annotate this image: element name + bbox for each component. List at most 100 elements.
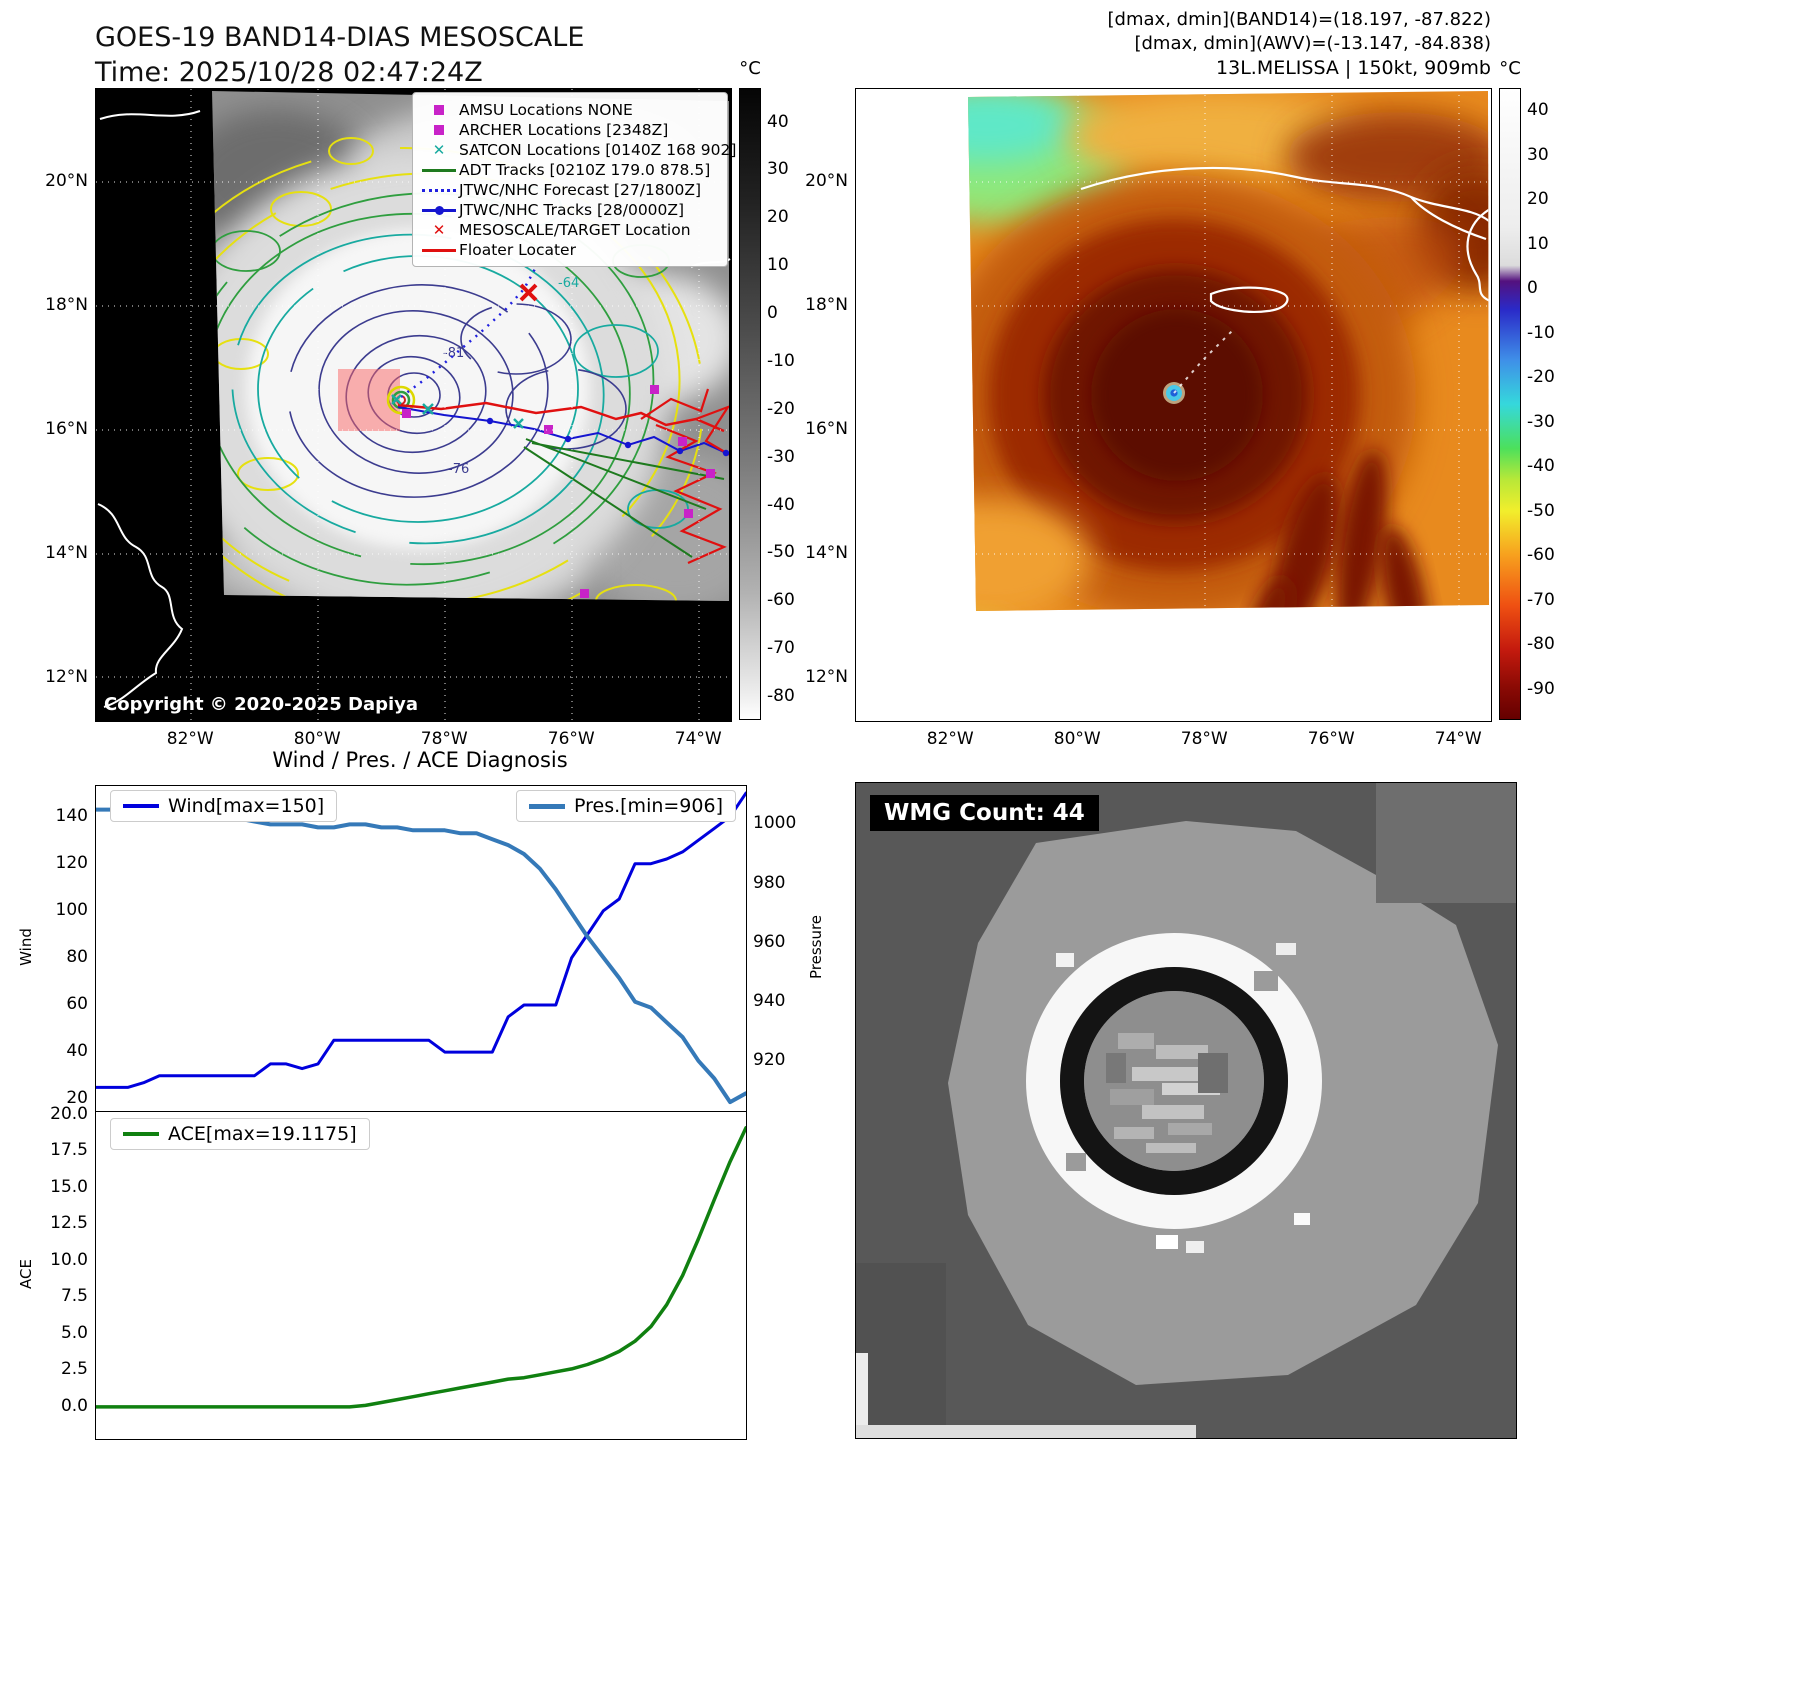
tick-label: 7.5: [60, 1286, 88, 1307]
storm-tracks: [397, 266, 729, 565]
wmg-image: [856, 783, 1516, 1438]
band14-range-text: [dmax, dmin](BAND14)=(18.197, -87.822): [1107, 9, 1491, 30]
tick-label: -70: [767, 638, 795, 659]
tick-label: 76°W: [1307, 729, 1355, 749]
longitude-ticks: 82°W 80°W 78°W 76°W 74°W: [95, 727, 730, 751]
tick-label: 16°N: [805, 418, 848, 439]
satcon-x-icon: ✕: [432, 141, 446, 159]
tick-label: -90: [1527, 678, 1555, 699]
tick-label: 16°N: [45, 418, 88, 439]
tick-label: -20: [1527, 367, 1555, 388]
tick-label: 40: [767, 111, 789, 132]
legend-item: JTWC/NHC Forecast [27/1800Z]: [419, 180, 719, 200]
tick-label: 12°N: [45, 666, 88, 687]
adt-line-icon: [419, 168, 459, 172]
coastlines: [1080, 166, 1489, 313]
mesoscale-sector-box: [338, 369, 400, 431]
tick-label: 2.5: [60, 1359, 88, 1380]
map-legend: AMSU Locations NONE ARCHER Locations [23…: [412, 92, 736, 267]
wind-axis-ticks: 20 40 60 80 100 120 140: [36, 785, 88, 1110]
tick-label: -50: [767, 542, 795, 563]
tick-label: 80: [66, 946, 88, 967]
goes-ir-map: -81 -76 -64: [95, 88, 736, 722]
jtwc-track: [397, 406, 727, 454]
track-line-dot-icon: [419, 205, 459, 215]
legend-item: AMSU Locations NONE: [419, 100, 719, 120]
tick-label: 20: [66, 1088, 88, 1109]
pressure-legend-label: Pres.[min=906]: [574, 795, 723, 817]
legend-item: ARCHER Locations [2348Z]: [419, 120, 719, 140]
tick-label: 20: [767, 207, 789, 228]
ACE-line: [96, 1126, 746, 1409]
tick-label: -70: [1527, 589, 1555, 610]
target-x-icon: [519, 283, 538, 302]
tick-label: 78°W: [420, 729, 468, 749]
wmg-panel: WMG Count: 44: [855, 782, 1517, 1439]
tick-label: -10: [1527, 322, 1555, 343]
tick-label: 40: [66, 1041, 88, 1062]
color-ir-image: [856, 89, 1491, 721]
tick-label: 20.0: [50, 1103, 88, 1124]
tick-label: 17.5: [50, 1140, 88, 1161]
eye-pixels: [1106, 1033, 1228, 1153]
ace-axis-label: ACE: [17, 1259, 35, 1289]
tick-label: -20: [767, 398, 795, 419]
tick-label: 940: [753, 990, 786, 1011]
tick-label: 30: [767, 159, 789, 180]
tick-label: 15.0: [50, 1176, 88, 1197]
latitude-ticks: 20°N 18°N 16°N 14°N 12°N: [36, 88, 88, 720]
tick-label: 74°W: [1434, 729, 1482, 749]
enhanced-ir-colorbar: [1499, 88, 1521, 720]
tick-label: 80°W: [1053, 729, 1101, 749]
tick-label: 78°W: [1180, 729, 1228, 749]
Pressure-line: [96, 807, 746, 1105]
color-ir-map: [855, 88, 1492, 722]
ace-axis-ticks: 0.0 2.5 5.0 7.5 10.0 12.5 15.0 17.5 20.0: [36, 1104, 88, 1438]
tick-label: 20°N: [805, 170, 848, 191]
contour-label: -64: [558, 276, 579, 291]
colorbar-unit: °C: [1499, 58, 1521, 79]
pressure-axis-label: Pressure: [807, 914, 825, 980]
tick-label: 14°N: [805, 542, 848, 563]
tick-label: 10.0: [50, 1249, 88, 1270]
longitude-ticks: 82°W 80°W 78°W 76°W 74°W: [855, 727, 1490, 751]
tick-label: -80: [1527, 634, 1555, 655]
wind-pressure-chart: Wind[max=150] Pres.[min=906]: [95, 785, 747, 1112]
tick-label: 100: [55, 899, 88, 920]
colorbar-unit: °C: [739, 58, 761, 79]
pressure-axis-ticks: 920 940 960 980 1000: [753, 785, 809, 1110]
Wind-line: [96, 791, 746, 1089]
archer-marker-icon: [419, 125, 459, 135]
enhanced-ir-swath: [968, 91, 1489, 611]
colorbar-ticks: 40 30 20 10 0 -10 -20 -30 -40 -50 -60 -70 -80: [767, 88, 811, 720]
wind-line-swatch-icon: [123, 804, 159, 808]
wind-legend-label: Wind[max=150]: [168, 795, 325, 817]
tick-label: -80: [767, 686, 795, 707]
pressure-legend: Pres.[min=906]: [516, 790, 736, 822]
floater-track: [397, 401, 725, 433]
tick-label: -50: [1527, 500, 1555, 521]
contour-label: -76: [448, 462, 469, 477]
tick-label: -60: [767, 590, 795, 611]
tick-label: 120: [55, 852, 88, 873]
wind-pressure-plot-area: [96, 791, 746, 1105]
tick-label: 980: [753, 872, 786, 893]
tick-label: 920: [753, 1049, 786, 1070]
tick-label: 0.0: [60, 1395, 88, 1416]
tick-label: 0: [1527, 278, 1538, 299]
satcon-x-markers: [391, 394, 524, 429]
tick-label: 0: [767, 303, 778, 324]
tick-label: 74°W: [674, 729, 722, 749]
wind-axis-label: Wind: [17, 928, 35, 966]
tick-label: -30: [767, 446, 795, 467]
ace-chart: ACE[max=19.1175]: [95, 1111, 747, 1440]
tick-label: 12.5: [50, 1213, 88, 1234]
tick-label: 20: [1527, 189, 1549, 210]
target-x-icon: ✕: [432, 221, 446, 239]
tick-label: 76°W: [547, 729, 595, 749]
pressure-line-swatch-icon: [529, 803, 565, 809]
diagnosis-title: Wind / Pres. / ACE Diagnosis: [272, 748, 568, 772]
tick-label: 5.0: [60, 1322, 88, 1343]
forecast-dotted-line-icon: [419, 188, 459, 192]
legend-item: JTWC/NHC Tracks [28/0000Z]: [419, 200, 719, 220]
